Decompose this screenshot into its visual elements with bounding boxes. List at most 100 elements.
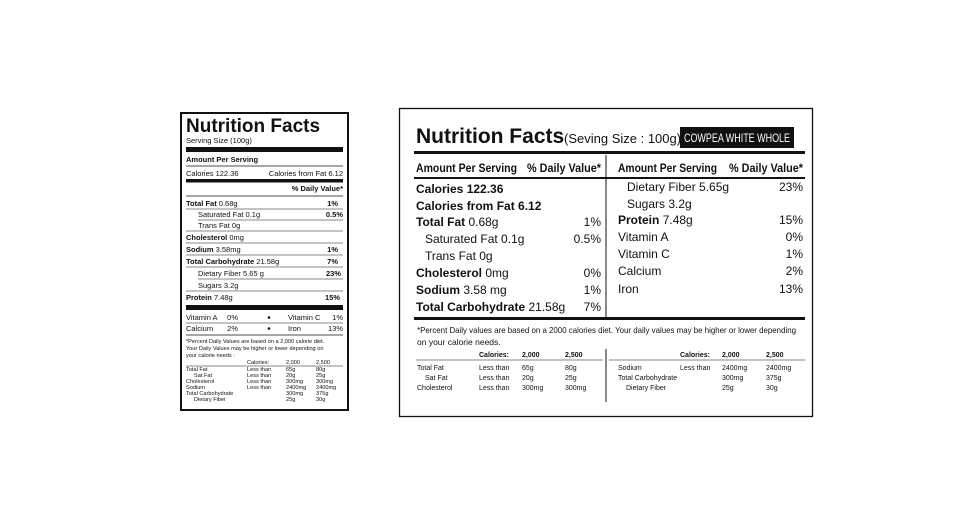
footnote: your calorie needs : (186, 353, 235, 359)
row: Trans Fat 0g (425, 249, 493, 263)
cell: Less than (247, 379, 271, 385)
cell: Less than (479, 385, 509, 392)
nutrient: Total Carbohydrate 21.58g (186, 257, 279, 266)
cell: Dietary Fiber (626, 385, 667, 392)
nutrient: Trans Fat 0g (198, 221, 240, 230)
row-dv: 13% (779, 282, 803, 296)
cell: Total Carbohydrate (618, 375, 677, 382)
text: Sugars (198, 281, 222, 290)
cell: 25g (565, 375, 577, 382)
text: 7.48g (663, 213, 693, 227)
row-dv: 7% (584, 300, 602, 314)
row-dv: 15% (779, 213, 803, 227)
vitamin-dv: 1% (332, 313, 343, 322)
bullet (267, 327, 271, 330)
footnote: Your Daily Values may be higher or lower… (186, 346, 323, 352)
text: Saturated Fat (198, 210, 244, 219)
calories: Calories 122.36 (186, 169, 239, 178)
row-dv: 0% (786, 230, 804, 244)
row-dv: 1% (786, 247, 804, 261)
calories-fat: Calories from Fat 6.12 (269, 169, 343, 178)
nutrient: Sodium 3.58mg (186, 245, 241, 254)
cell: Sodium (186, 385, 205, 391)
cell: 2400mg (722, 365, 747, 372)
cell: 65g (286, 367, 295, 373)
text: 3.58 mg (463, 283, 506, 297)
vitamin-dv: 2% (227, 324, 238, 333)
text: Cholesterol (416, 266, 482, 280)
cell: 25g (722, 385, 734, 392)
text: 5.65 g (243, 269, 264, 278)
text: Cholesterol (186, 233, 227, 242)
nutrient: Total Fat 0.68g (186, 199, 238, 208)
cell: 375g (316, 391, 328, 397)
footnote: *Percent Daily values are based on a 200… (417, 325, 796, 335)
row: Calories from Fat 6.12 (416, 199, 542, 213)
cell: Less than (479, 375, 509, 382)
text: 0g (232, 221, 240, 230)
nutrient-dv: 1% (327, 245, 338, 254)
text: Total Carbohydrate (186, 257, 254, 266)
table-row: Total Fat Less than 65g 80g Sat Fat Less… (186, 367, 336, 403)
right-serving: (Seving Size : 100g) (564, 131, 681, 146)
cell: 300mg (316, 379, 333, 385)
row-dv: 2% (786, 264, 804, 278)
text: Total Carbohydrate (416, 300, 525, 314)
text: Protein (618, 213, 659, 227)
table-head: 2,500 (565, 352, 583, 359)
cell: Sat Fat (425, 375, 448, 382)
cell: 300mg (565, 385, 587, 392)
dv-table: Calories: 2,000 2,500 Total Fat Less tha… (416, 352, 603, 392)
vitamin: Calcium (186, 324, 213, 333)
cell: Total Carbohydrate (186, 391, 233, 397)
text: Sodium (186, 245, 214, 254)
vitamin-dv: 13% (328, 324, 343, 333)
table-head: Calories: (479, 352, 509, 359)
row: Calories 122.36 (416, 182, 504, 196)
cell: Sodium (618, 365, 642, 372)
table-head: Calories: (680, 352, 710, 359)
dv-header: % Daily Value* (729, 161, 803, 175)
cell: 20g (522, 375, 534, 382)
cell: Total Fat (417, 365, 444, 372)
cell: Less than (479, 365, 509, 372)
row: Sugars 3.2g (627, 197, 692, 211)
nutrient-dv: 7% (327, 257, 338, 266)
cell: 2400mg (316, 385, 336, 391)
vitamin: Vitamin C (288, 313, 321, 322)
nutrient: Saturated Fat 0.1g (198, 210, 260, 219)
row: Iron (618, 282, 639, 296)
vitamin: Vitamin A (186, 313, 218, 322)
bar (414, 151, 805, 154)
cell: 300mg (522, 385, 544, 392)
cell: 30g (766, 385, 778, 392)
cell: Cholesterol (186, 379, 214, 385)
cell: 375g (766, 375, 782, 382)
text: Dietary Fiber (198, 269, 241, 278)
text: 0.68g (219, 199, 238, 208)
nutrient: Cholesterol 0mg (186, 233, 244, 242)
product: COWPEA WHITE WHOLE (684, 131, 790, 145)
nutrient: Dietary Fiber 5.65 g (198, 269, 264, 278)
bar (186, 305, 343, 310)
cell: Cholesterol (417, 385, 453, 392)
cell: 300mg (722, 375, 744, 382)
right-title: Nutrition Facts (416, 125, 564, 148)
cell: 80g (565, 365, 577, 372)
cell: 80g (316, 367, 325, 373)
row: Calcium (618, 264, 661, 278)
row: Dietary Fiber 5.65g (627, 180, 729, 194)
cell: 20g (286, 373, 295, 379)
row: Cholesterol 0mg (416, 266, 509, 280)
cell: 300mg (286, 379, 303, 385)
text: 3.2g (224, 281, 239, 290)
cell: 30g (316, 397, 325, 403)
nutrient-dv: 15% (325, 293, 340, 302)
vitamin-dv: 0% (227, 313, 238, 322)
nutrient: Protein 7.48g (186, 293, 233, 302)
text: Sodium (416, 283, 460, 297)
text: 21.58g (528, 300, 565, 314)
row: Vitamin C (618, 247, 670, 261)
row: Total Fat 0.68g (416, 215, 498, 229)
row-dv: 0.5% (574, 232, 602, 246)
